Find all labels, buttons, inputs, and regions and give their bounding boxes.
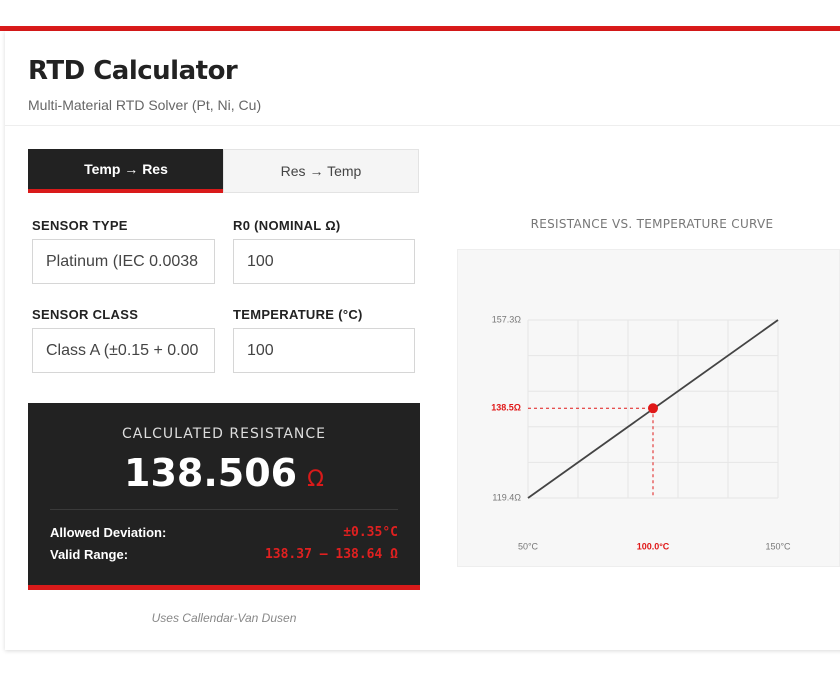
row-value: ±0.35°C — [343, 525, 398, 540]
result-box: CALCULATED RESISTANCE 138.506 Ω Allowed D… — [28, 403, 420, 590]
field-label: SENSOR TYPE — [32, 218, 128, 233]
row-key: Valid Range: — [50, 547, 129, 562]
y-tick-label: 119.4Ω — [492, 492, 521, 502]
chart: 119.4Ω 157.3Ω 50°C 150°C 138.5Ω 100.0°C — [491, 314, 791, 551]
result-value: 138.506 — [124, 451, 298, 495]
result-value-row: 138.506 Ω — [28, 451, 420, 495]
x-tick-label: 50°C — [518, 541, 539, 551]
select[interactable]: Platinum (IEC 0.0038 — [32, 239, 215, 284]
title: RTD Calculator — [28, 56, 238, 86]
x-tick-label: 150°C — [765, 541, 791, 551]
input[interactable]: 100 — [233, 239, 415, 284]
field-label: SENSOR CLASS — [32, 307, 139, 322]
result-unit: Ω — [307, 467, 324, 492]
field-label: TEMPERATURE (°C) — [233, 307, 363, 322]
field-label: R0 (NOMINAL Ω) — [233, 218, 341, 233]
accent-bar — [0, 26, 840, 31]
select[interactable]: Class A (±0.15 + 0.00 — [32, 328, 215, 373]
input[interactable]: 100 — [233, 328, 415, 373]
marker — [648, 403, 658, 414]
divider — [50, 509, 398, 510]
subtitle: Multi-Material RTD Solver (Pt, Ni, Cu) — [28, 97, 262, 113]
tab[interactable]: Temp → Res — [28, 149, 224, 193]
divider — [5, 125, 840, 126]
result-label: CALCULATED RESISTANCE — [121, 426, 327, 442]
chart-title: RESISTANCE VS. TEMPERATURE CURVE — [530, 217, 774, 231]
marker-x-label: 100.0°C — [637, 541, 670, 551]
tab[interactable]: Res → Temp — [223, 149, 419, 193]
row-key: Allowed Deviation: — [50, 525, 167, 540]
row-value: 138.37 – 138.64 Ω — [264, 547, 398, 562]
chart-panel: 119.4Ω 157.3Ω 50°C 150°C 138.5Ω 100.0°C — [457, 249, 840, 567]
y-tick-label: 157.3Ω — [492, 314, 522, 324]
marker-y-label: 138.5Ω — [491, 403, 521, 413]
footnote: Uses Callendar-Van Dusen — [151, 611, 297, 625]
